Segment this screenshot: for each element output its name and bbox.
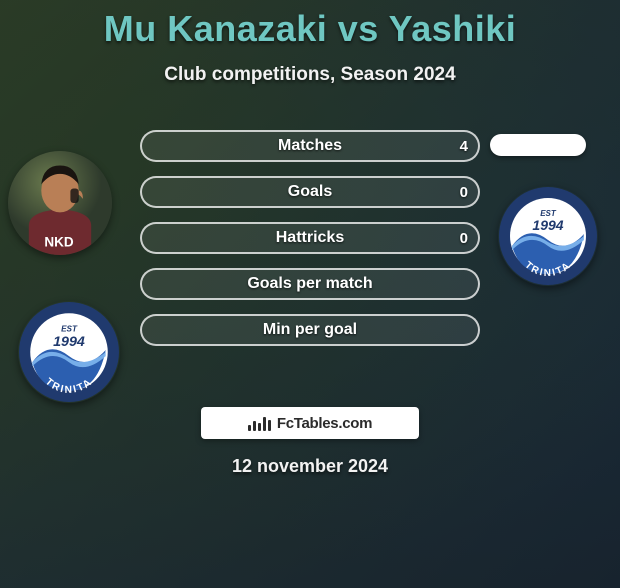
left-club-crest: EST 1994 TRINITA [18,301,120,403]
page-title: Mu Kanazaki vs Yashiki [0,8,620,50]
source-badge: FcTables.com [201,407,419,439]
stat-left-value: 0 [460,184,468,201]
stat-row: Goals 0 [140,176,480,208]
left-player-avatar: NKD [8,151,112,255]
stat-label: Goals [288,183,332,201]
stat-label: Matches [278,137,342,155]
stat-row: Hattricks 0 [140,222,480,254]
stat-left-value: 4 [460,138,468,155]
stats-panel: Matches 4 Goals 0 Hattricks 0 Goals per match M… [140,130,480,360]
source-brand-text: FcTables.com [277,415,372,432]
svg-text:NKD: NKD [44,235,74,250]
stat-row: Goals per match [140,268,480,300]
date-text: 12 november 2024 [0,456,620,477]
stat-left-value: 0 [460,230,468,247]
stat-label: Goals per match [247,275,372,293]
stat-row: Matches 4 [140,130,480,162]
stat-row: Min per goal [140,314,480,346]
stat-label: Min per goal [263,321,357,339]
right-player-pill [490,134,586,156]
bar-chart-icon [248,415,271,431]
stat-label: Hattricks [276,229,344,247]
svg-text:1994: 1994 [532,217,563,233]
right-club-crest: EST 1994 TRINITA [498,186,598,286]
page-subtitle: Club competitions, Season 2024 [0,64,620,86]
svg-text:EST: EST [61,325,78,334]
svg-text:1994: 1994 [53,334,85,350]
